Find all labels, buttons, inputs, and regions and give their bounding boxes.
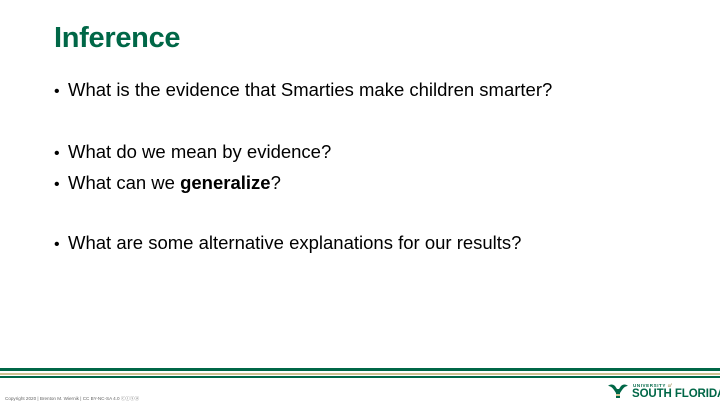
footer-rule-green-bottom: [0, 376, 720, 378]
bullet-dot: •: [54, 145, 60, 162]
bullet-item: • What can we generalize?: [54, 172, 281, 194]
bullet-text: What is the evidence that Smarties make …: [68, 79, 553, 100]
logo-south-florida: SOUTH FLORIDA: [632, 388, 720, 400]
bullet-text: What are some alternative explanations f…: [68, 232, 522, 253]
bullet-item: • What is the evidence that Smarties make…: [54, 79, 552, 101]
bullet-item: • What are some alternative explanations …: [54, 232, 521, 254]
bullet-dot: •: [54, 83, 60, 100]
bullet-text-pre: What can we: [68, 172, 181, 193]
footer-rule-gap: [0, 375, 720, 376]
logo-university-line: UNIVERSITY of: [633, 383, 672, 388]
logo-of-text: of: [667, 383, 672, 388]
footer-rule-gold: [0, 373, 720, 375]
bullet-item: • What do we mean by evidence?: [54, 141, 331, 163]
slide-title: Inference: [54, 22, 181, 54]
footer-rule-gap: [0, 371, 720, 373]
bullet-text-bold: generalize: [180, 172, 271, 193]
usf-bull-horns-icon: [608, 384, 628, 398]
usf-logo: UNIVERSITY of SOUTH FLORIDA: [607, 382, 720, 402]
copyright-notice: Copyright 2020 | Brenton M. Wiernik | CC…: [5, 396, 140, 401]
footer-rule-green-top: [0, 368, 720, 371]
bullet-text-post: ?: [270, 172, 281, 193]
logo-university-text: UNIVERSITY: [633, 383, 666, 388]
bullet-dot: •: [54, 236, 60, 253]
bullet-dot: •: [54, 176, 60, 193]
bullet-text: What do we mean by evidence?: [68, 141, 332, 162]
